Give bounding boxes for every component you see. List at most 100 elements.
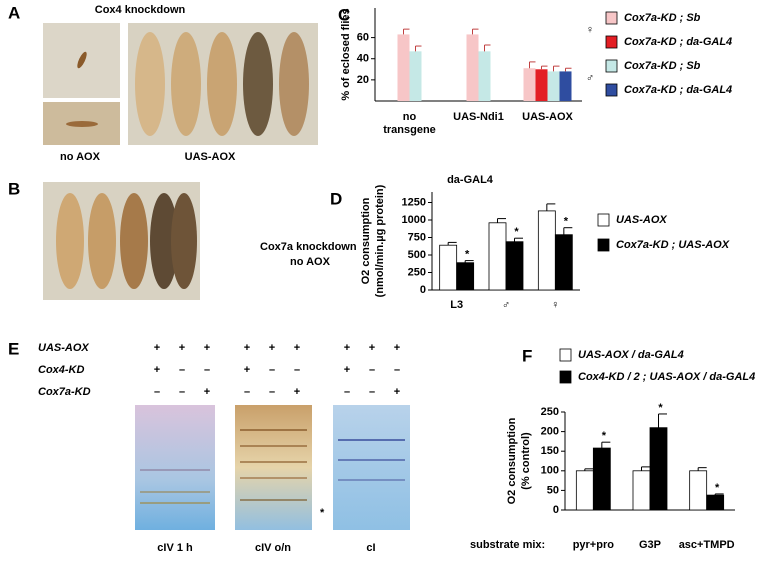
bar [689, 470, 708, 511]
panel-letter: B [8, 179, 20, 198]
bar [535, 69, 548, 101]
legend-label: Cox4-KD / 2 ; UAS-AOX / da-GAL4 [578, 371, 755, 383]
sign: + [294, 342, 300, 354]
x-tick-label: UAS-AOX [522, 111, 573, 123]
error-bar [563, 227, 573, 235]
legend-swatch [597, 213, 610, 227]
error-bar [584, 468, 594, 471]
sign: – [269, 386, 275, 398]
sign: – [244, 386, 250, 398]
x-tick-label: ♂ [502, 299, 510, 311]
bar [706, 494, 725, 511]
legend-label: Cox7a-KD ; da-GAL4 [624, 84, 732, 96]
bar [632, 470, 651, 511]
y-axis-label: (nmol/min.µg protein) [374, 184, 386, 297]
x-tick-label: no transgene [383, 111, 436, 136]
x-tick-label: L3 [450, 299, 463, 311]
panel-letter: F [522, 346, 532, 365]
y-tick-label: 50 [547, 484, 559, 496]
gel-label: cIV o/n [255, 542, 291, 554]
photo-label: no AOX [290, 256, 331, 268]
y-tick-label: 500 [408, 249, 426, 261]
y-tick-label: 250 [541, 406, 559, 418]
row-label: UAS-AOX [38, 342, 89, 354]
legend-swatch [605, 11, 618, 25]
bar [505, 241, 524, 291]
photo-label: UAS-AOX [185, 151, 236, 163]
bar [409, 51, 422, 101]
significance: * [465, 249, 470, 261]
sign: + [244, 364, 250, 376]
legend-label: Cox7a-KD ; Sb [624, 12, 701, 24]
gel-label: cIV 1 h [157, 542, 193, 554]
bar [554, 234, 573, 291]
legend-label: Cox7a-KD ; da-GAL4 [624, 36, 732, 48]
sign: + [394, 342, 400, 354]
y-tick-label: 20 [357, 74, 369, 86]
sign: – [369, 386, 375, 398]
x-axis-label: substrate mix: [470, 539, 545, 551]
sign: – [154, 386, 160, 398]
photo-a [43, 23, 318, 145]
bar [592, 447, 611, 511]
y-tick-label: 200 [541, 426, 559, 438]
sign: – [369, 364, 375, 376]
y-axis-label: O2 consumption [360, 197, 372, 284]
panel-letter: A [8, 3, 20, 22]
y-tick-label: 1250 [402, 196, 426, 208]
sign: + [369, 342, 375, 354]
sign: + [344, 364, 350, 376]
legend-swatch [597, 238, 610, 252]
x-tick-label: asc+TMPD [679, 539, 735, 551]
y-tick-label: 60 [357, 31, 369, 43]
bar [397, 34, 410, 101]
y-tick-label: 100 [541, 465, 559, 477]
significance: * [715, 482, 720, 494]
sign: + [394, 386, 400, 398]
sign: – [269, 364, 275, 376]
row-label: Cox7a-KD [38, 386, 91, 398]
gel-marker: * [320, 507, 325, 519]
error-bar [514, 237, 523, 242]
sign: – [294, 364, 300, 376]
row-label: Cox4-KD [38, 364, 85, 376]
panel-letter: E [8, 339, 19, 358]
sign: + [244, 342, 250, 354]
sign: – [344, 386, 350, 398]
photo-b [43, 182, 200, 300]
bar [523, 68, 536, 101]
y-tick-label: 0 [553, 504, 559, 516]
bar [439, 244, 458, 291]
x-tick-label: UAS-Ndi1 [453, 111, 504, 123]
y-axis-label: O2 consumption [506, 417, 518, 504]
error-bar [529, 61, 536, 69]
x-tick-label: ♀ [551, 299, 559, 311]
bar [559, 71, 572, 101]
y-tick-label: 250 [408, 266, 426, 278]
error-bar [565, 67, 572, 72]
sign: + [154, 342, 160, 354]
sign: + [344, 342, 350, 354]
chart-title: da-GAL4 [447, 174, 494, 186]
bar [649, 427, 668, 511]
sign: + [294, 386, 300, 398]
error-bar [546, 203, 556, 211]
error-bar [541, 65, 548, 70]
legend-swatch [605, 35, 618, 49]
legend-group: ♂ [586, 72, 594, 84]
bar [466, 34, 479, 101]
y-axis-label: (% control) [520, 432, 532, 490]
bar [456, 262, 475, 291]
sign: + [179, 342, 185, 354]
error-bar [553, 65, 560, 72]
error-bar [415, 45, 422, 52]
bar [575, 470, 594, 511]
legend-label: Cox7a-KD ; UAS-AOX [616, 239, 730, 251]
bar [488, 222, 507, 291]
photo-label: Cox7a knockdown [260, 241, 357, 253]
sign: – [394, 364, 400, 376]
error-bar [714, 493, 724, 496]
significance: * [658, 402, 663, 414]
legend-swatch [559, 348, 572, 362]
